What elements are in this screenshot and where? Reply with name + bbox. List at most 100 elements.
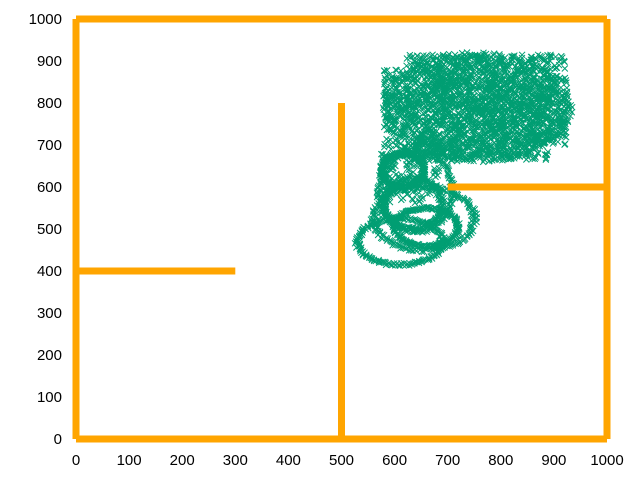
trajectory-point — [507, 152, 515, 160]
trajectory-point — [517, 119, 525, 127]
trajectory-point — [501, 70, 508, 78]
trajectory-point — [466, 53, 474, 61]
trajectory-point — [415, 181, 422, 189]
trajectory-point — [424, 127, 432, 135]
trajectory-point — [452, 112, 459, 120]
trajectory-point — [422, 91, 430, 99]
trajectory-point — [547, 51, 554, 59]
trajectory-point — [436, 68, 444, 75]
trajectory-point — [428, 88, 436, 95]
trajectory-point — [431, 152, 438, 160]
trajectory-point — [556, 74, 564, 82]
trajectory-point — [552, 64, 560, 72]
trajectory-point — [523, 114, 531, 122]
trajectory-point — [396, 151, 404, 159]
trajectory-point — [468, 100, 476, 108]
trajectory-point — [498, 139, 506, 147]
trajectory-point — [473, 218, 480, 226]
trajectory-point — [504, 135, 511, 143]
trajectory-point — [477, 139, 485, 147]
trajectory-point — [534, 51, 542, 59]
x-axis-ticks: 0 100 200 300 400 500 600 700 800 900 1000 — [72, 452, 624, 469]
trajectory-point — [425, 157, 433, 165]
trajectory-point — [540, 113, 547, 121]
trajectory-point — [498, 110, 506, 118]
trajectory-point — [521, 134, 529, 141]
trajectory-point — [460, 126, 468, 134]
trajectory-point — [445, 174, 453, 182]
trajectory-point — [403, 62, 410, 70]
trajectory-point — [487, 79, 494, 87]
trajectory-point — [462, 82, 470, 90]
trajectory-point — [522, 83, 530, 91]
trajectory-point — [436, 71, 443, 78]
trajectory-point — [439, 149, 447, 157]
trajectory-point — [447, 68, 455, 76]
trajectory-point — [435, 56, 443, 64]
trajectory-point — [424, 118, 431, 125]
trajectory-point — [443, 76, 450, 84]
trajectory-point — [466, 201, 473, 208]
trajectory-point — [435, 196, 443, 204]
trajectory-point — [413, 84, 421, 92]
x-tick-label: 300 — [223, 452, 248, 469]
trajectory-point — [527, 104, 535, 112]
trajectory-point — [435, 130, 443, 138]
trajectory-point — [520, 98, 528, 106]
trajectory-point — [505, 96, 513, 104]
trajectory-point — [399, 194, 407, 202]
trajectory-point — [563, 79, 570, 86]
y-tick-label: 0 — [54, 431, 62, 448]
trajectory-point — [460, 102, 467, 109]
trajectory-point — [405, 133, 413, 141]
trajectory-point — [451, 54, 458, 62]
trajectory-point — [510, 113, 518, 121]
trajectory-point — [413, 258, 421, 266]
trajectory-point — [488, 108, 496, 116]
trajectory-point — [409, 188, 417, 196]
trajectory-point — [408, 195, 416, 203]
trajectory-point — [448, 176, 456, 184]
trajectory-point — [398, 171, 406, 179]
trajectory-point — [392, 66, 400, 74]
y-tick-label: 1000 — [29, 11, 62, 28]
trajectory-point — [387, 78, 395, 86]
trajectory-point — [387, 145, 395, 153]
trajectory-point — [401, 244, 409, 252]
trajectory-point — [393, 191, 400, 198]
trajectory-point — [446, 85, 453, 93]
trajectory-point — [476, 145, 483, 153]
trajectory-point — [538, 53, 546, 61]
trajectory-point — [554, 91, 561, 99]
trajectory-point — [431, 53, 438, 60]
trajectory-point — [393, 108, 400, 115]
trajectory-point — [535, 82, 542, 90]
trajectory-point — [462, 98, 470, 106]
trajectory-point — [431, 110, 439, 118]
trajectory-point — [496, 55, 504, 63]
trajectory-point — [410, 155, 418, 163]
trajectory-point — [480, 122, 488, 130]
trajectory-point — [471, 151, 478, 159]
trajectory-point — [518, 87, 525, 94]
trajectory-point — [406, 54, 414, 61]
trajectory-point — [465, 121, 473, 128]
trajectory-point — [420, 119, 427, 127]
trajectory-point — [508, 53, 515, 60]
x-tick-label: 500 — [329, 452, 354, 469]
x-tick-label: 1000 — [590, 452, 623, 469]
trajectory-point — [546, 72, 554, 80]
trajectory-point — [499, 127, 507, 134]
x-tick-label: 900 — [541, 452, 566, 469]
trajectory-point — [503, 92, 511, 100]
trajectory-point — [543, 151, 551, 158]
trajectory-point — [385, 143, 393, 150]
trajectory-point — [446, 140, 454, 148]
x-tick-label: 400 — [276, 452, 301, 469]
trajectory-point — [484, 152, 491, 159]
trajectory-point — [386, 173, 393, 181]
trajectory-point — [409, 103, 417, 111]
trajectory-point — [423, 97, 431, 105]
trajectory-point — [521, 60, 529, 68]
trajectory-point — [419, 99, 426, 106]
